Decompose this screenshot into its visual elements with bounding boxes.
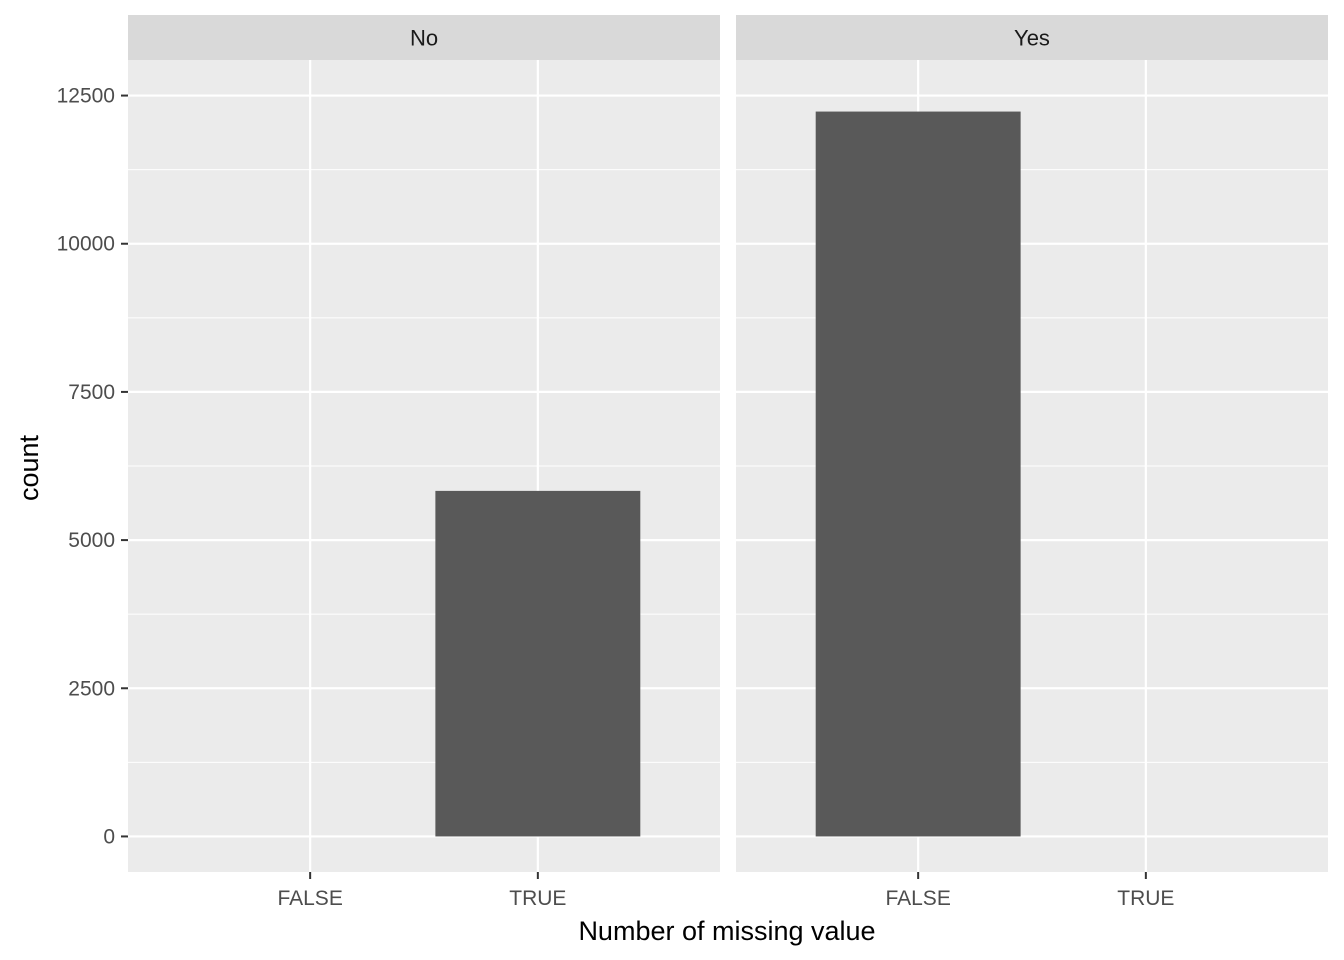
bar-yes-false [815,111,1021,837]
y-axis-title: count [14,434,44,501]
x-tick-label: FALSE [885,887,950,910]
facet-strip-label: No [410,26,438,51]
facet-strip [736,15,1328,60]
y-tick-label: 7500 [68,381,115,404]
y-tick-label: 12500 [57,85,115,108]
x-axis-title: Number of missing value [578,916,875,946]
facet-strip-label: Yes [1014,26,1050,51]
facet-panel-yes: Yes FALSE TRUE [736,15,1328,910]
panels-layer: No FALSE TRUE Yes FALSE TRUE [128,15,1328,910]
y-tick-label: 5000 [68,529,115,552]
y-axis: 0 2500 5000 7500 10000 12500 [57,85,128,848]
x-tick-label: TRUE [509,887,566,910]
facet-strip [128,15,720,60]
y-tick-label: 2500 [68,677,115,700]
y-tick-label: 0 [103,825,115,848]
y-tick-label: 10000 [57,233,115,256]
x-tick-label: TRUE [1117,887,1174,910]
x-tick-label: FALSE [277,887,342,910]
facet-panel-no: No FALSE TRUE [128,15,720,910]
bar-no-true [435,490,641,837]
